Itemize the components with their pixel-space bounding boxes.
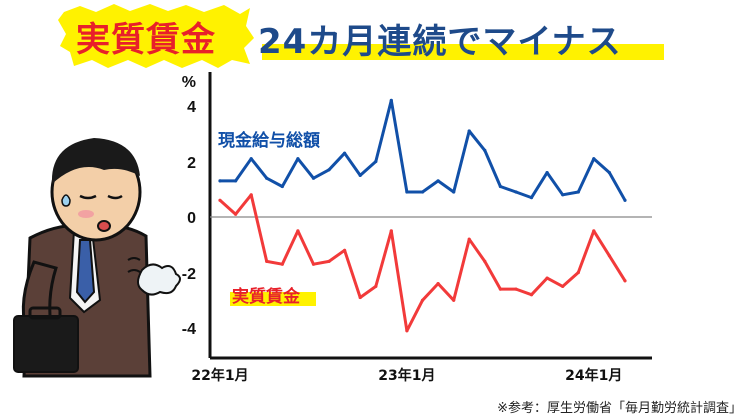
point-real-wages bbox=[561, 284, 565, 288]
point-nominal-wages bbox=[265, 176, 269, 180]
point-real-wages bbox=[452, 298, 456, 302]
point-real-wages bbox=[529, 293, 534, 297]
title-main-text: 24カ月連続でマイナス bbox=[258, 22, 622, 62]
point-real-wages bbox=[234, 212, 238, 216]
point-nominal-wages bbox=[607, 171, 612, 175]
point-nominal-wages bbox=[420, 190, 425, 194]
point-real-wages bbox=[498, 287, 502, 291]
point-nominal-wages bbox=[498, 184, 502, 189]
point-nominal-wages bbox=[358, 173, 362, 177]
point-real-wages bbox=[592, 229, 596, 233]
point-real-wages bbox=[514, 287, 518, 291]
x-tick-label: 24年1月 bbox=[565, 367, 622, 384]
point-nominal-wages bbox=[343, 151, 347, 155]
point-real-wages bbox=[389, 229, 393, 233]
y-tick-label: 4 bbox=[187, 99, 196, 116]
series-label-real-wages: 実質賃金 bbox=[232, 286, 301, 307]
point-nominal-wages bbox=[467, 129, 471, 133]
point-real-wages bbox=[607, 254, 612, 258]
title-highlight-text: 実質賃金 bbox=[76, 20, 216, 60]
point-nominal-wages bbox=[483, 148, 487, 152]
point-real-wages bbox=[311, 262, 316, 266]
point-real-wages bbox=[343, 248, 347, 252]
point-nominal-wages bbox=[561, 193, 565, 197]
point-nominal-wages bbox=[374, 159, 378, 164]
series-label-highlight bbox=[230, 292, 316, 306]
point-nominal-wages bbox=[592, 157, 596, 161]
title-banner: 実質賃金 24カ月連続でマイナス bbox=[0, 0, 750, 72]
source-note: ※参考：厚生労働省「毎月勤労統計調査」 bbox=[497, 401, 742, 416]
point-real-wages bbox=[374, 284, 378, 288]
point-real-wages bbox=[280, 262, 284, 266]
point-real-wages bbox=[249, 193, 253, 197]
point-real-wages bbox=[358, 295, 362, 300]
sighing-businessman-illustration bbox=[13, 138, 181, 378]
y-axis-unit: % bbox=[182, 74, 196, 91]
point-nominal-wages bbox=[280, 184, 284, 189]
point-nominal-wages bbox=[405, 190, 409, 194]
y-tick-label: -2 bbox=[182, 266, 196, 283]
point-real-wages bbox=[576, 270, 580, 275]
point-real-wages bbox=[420, 298, 425, 302]
point-nominal-wages bbox=[576, 190, 580, 194]
point-nominal-wages bbox=[234, 179, 238, 183]
x-tick-label: 22年1月 bbox=[191, 367, 248, 384]
point-real-wages bbox=[623, 279, 627, 283]
point-real-wages bbox=[218, 198, 222, 202]
point-nominal-wages bbox=[311, 176, 316, 180]
point-nominal-wages bbox=[514, 190, 518, 194]
y-tick-label: 0 bbox=[187, 210, 196, 227]
x-tick-labels: 22年1月 23年1月 24年1月 bbox=[191, 367, 622, 384]
point-nominal-wages bbox=[389, 98, 393, 102]
point-nominal-wages bbox=[529, 196, 534, 200]
point-nominal-wages bbox=[296, 157, 300, 161]
point-nominal-wages bbox=[623, 198, 627, 202]
y-tick-label: 2 bbox=[187, 155, 196, 172]
burst-icon bbox=[58, 4, 254, 68]
point-nominal-wages bbox=[327, 168, 331, 172]
point-nominal-wages bbox=[436, 179, 440, 183]
point-real-wages bbox=[327, 259, 331, 263]
point-nominal-wages bbox=[545, 171, 549, 175]
point-real-wages bbox=[265, 259, 269, 263]
point-real-wages bbox=[483, 259, 487, 263]
series-line-real-wages bbox=[218, 193, 627, 333]
series-label-nominal-wages: 現金給与総額 bbox=[218, 130, 320, 151]
x-tick-label: 23年1月 bbox=[378, 367, 435, 384]
y-tick-label: -4 bbox=[182, 321, 196, 338]
point-nominal-wages bbox=[249, 157, 253, 161]
point-real-wages bbox=[405, 329, 409, 333]
point-real-wages bbox=[436, 282, 440, 286]
point-real-wages bbox=[296, 229, 300, 233]
title-underline-marker bbox=[262, 44, 664, 60]
point-real-wages bbox=[467, 237, 471, 241]
point-nominal-wages bbox=[218, 179, 222, 183]
point-nominal-wages bbox=[452, 190, 456, 194]
point-real-wages bbox=[545, 276, 549, 280]
